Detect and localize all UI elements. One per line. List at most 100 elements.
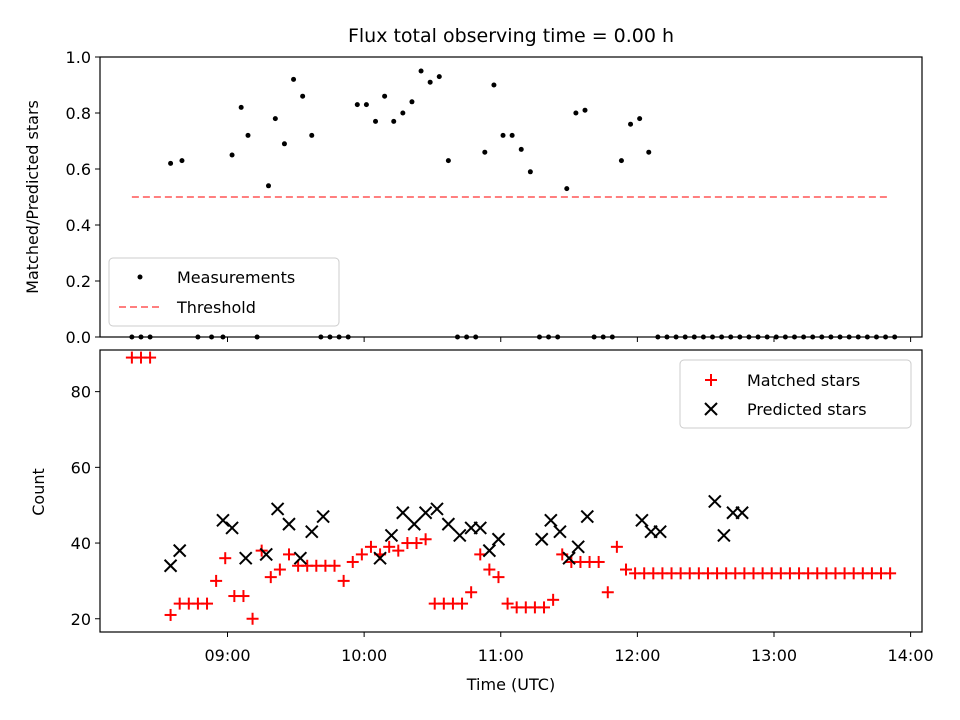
matched-star-point	[282, 548, 295, 561]
measurement-point	[482, 149, 488, 155]
measurement-point	[382, 93, 388, 99]
matched-star-point	[144, 351, 157, 364]
measurement-point	[229, 152, 235, 158]
predicted-star-point	[580, 509, 594, 524]
measurement-point	[518, 146, 524, 152]
top-legend: Measurements Threshold	[108, 257, 340, 327]
matched-star-point	[483, 563, 496, 576]
predicted-star-point	[225, 521, 239, 535]
measurement-point	[527, 169, 533, 175]
bottom-x-tick-label: 11:00	[478, 646, 524, 665]
measurement-point	[445, 158, 451, 164]
measurement-point	[281, 141, 287, 147]
predicted-star-point	[373, 551, 387, 565]
measurement-point	[564, 186, 570, 192]
predicted-star-point	[482, 543, 497, 558]
measurement-point	[272, 116, 278, 122]
measurement-point	[418, 68, 424, 74]
matched-star-point	[538, 601, 551, 614]
predicted-star-point	[216, 513, 230, 528]
matched-star-point	[884, 567, 897, 580]
predicted-star-point	[453, 528, 467, 543]
bottom-plot-frame	[99, 349, 923, 633]
bottom-y-tick-label: 20	[71, 610, 91, 629]
predicted-star-point	[396, 506, 410, 520]
bottom-y-tick-label: 40	[71, 534, 91, 553]
bottom-legend: Matched stars Predicted stars	[679, 359, 912, 429]
predicted-star-point	[491, 532, 506, 546]
bottom-x-tick-label: 13:00	[751, 646, 797, 665]
bottom-y-axis-label: Count	[29, 468, 48, 516]
predicted-star-point	[473, 521, 487, 535]
predicted-star-point	[316, 509, 330, 524]
measurement-point	[646, 149, 652, 155]
matched-star-point	[592, 555, 605, 568]
matched-star-point	[410, 537, 423, 550]
bottom-x-tick-label: 09:00	[204, 646, 250, 665]
top-y-tick-label: 0.0	[66, 328, 91, 347]
legend-measurements-marker	[137, 274, 143, 280]
measurement-point	[436, 74, 442, 80]
matched-star-point	[501, 597, 514, 610]
top-y-tick-label: 1.0	[66, 48, 91, 67]
top-y-tick-label: 0.4	[66, 216, 91, 235]
top-legend-box	[108, 257, 340, 327]
matched-star-point	[264, 571, 277, 584]
predicted-star-point	[735, 506, 749, 520]
predicted-star-point	[172, 543, 187, 558]
matched-star-point	[456, 597, 469, 610]
matched-star-point	[273, 563, 286, 576]
top-y-tick-label: 0.6	[66, 160, 91, 179]
bottom-x-axis-label: Time (UTC)	[466, 675, 555, 694]
measurement-point	[300, 93, 306, 99]
measurement-point	[491, 82, 497, 88]
matched-star-point	[337, 574, 350, 587]
measurement-point	[400, 110, 406, 116]
predicted-star-point	[717, 528, 731, 543]
matched-star-point	[201, 597, 214, 610]
matched-star-point	[210, 574, 223, 587]
matched-star-point	[601, 586, 614, 599]
predicted-star-point	[418, 506, 433, 520]
bottom-y-tick-label: 60	[71, 458, 91, 477]
predicted-star-point	[270, 502, 285, 516]
matched-star-point	[237, 590, 250, 603]
legend-matched-marker	[705, 374, 717, 386]
measurement-point	[391, 118, 397, 124]
measurement-point	[582, 107, 588, 113]
matched-star-point	[610, 540, 623, 553]
bottom-x-tick-label: 10:00	[341, 646, 387, 665]
measurement-point	[618, 158, 624, 164]
top-y-tick-label: 0.2	[66, 272, 91, 291]
predicted-star-point	[282, 517, 296, 531]
measurement-point	[427, 79, 433, 85]
predicted-star-point	[544, 513, 558, 528]
predicted-star-point	[571, 540, 585, 554]
bottom-x-tick-label: 14:00	[888, 646, 934, 665]
predicted-star-point	[562, 551, 576, 565]
measurement-point	[245, 132, 251, 138]
legend-matched-label: Matched stars	[747, 371, 860, 390]
predicted-star-point	[441, 517, 456, 531]
predicted-star-point	[708, 494, 722, 509]
matched-star-point	[419, 533, 432, 546]
predicted-star-point	[430, 502, 444, 516]
predicted-star-point	[259, 547, 273, 562]
predicted-star-point	[239, 551, 253, 565]
predicted-star-point	[407, 517, 421, 531]
measurement-point	[265, 183, 271, 189]
top-panel: Flux total observing time = 0.00 h Match…	[23, 25, 923, 347]
legend-predicted-label: Predicted stars	[747, 400, 867, 419]
measurement-point	[373, 118, 379, 124]
matched-star-point	[547, 593, 560, 606]
matched-star-point	[364, 540, 377, 553]
predicted-star-point	[653, 524, 667, 539]
measurement-point	[500, 132, 506, 138]
predicted-star-point	[163, 559, 178, 573]
matched-star-point	[465, 586, 478, 599]
bottom-y-tick-label: 80	[71, 383, 91, 402]
measurement-point	[628, 121, 634, 127]
measurement-point	[291, 76, 297, 82]
matched-star-point	[219, 552, 232, 565]
